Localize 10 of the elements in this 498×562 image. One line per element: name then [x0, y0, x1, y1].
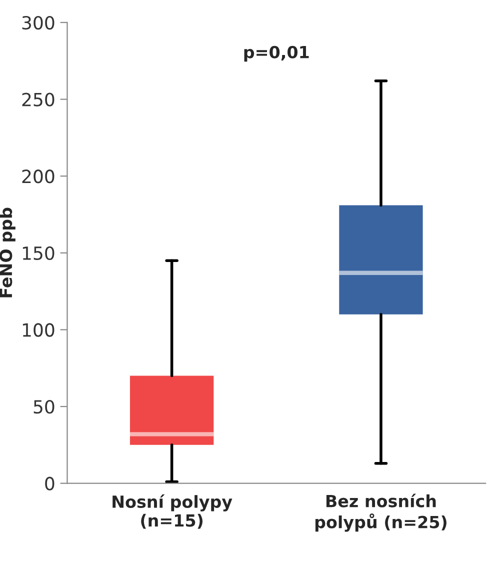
y-tick-label: 150	[22, 246, 54, 260]
y-tick-label: 300	[22, 16, 54, 30]
annotation: p=0,01	[244, 46, 309, 62]
y-tick-label: 100	[22, 323, 54, 337]
y-tick-label: 250	[22, 92, 54, 106]
y-tick-label: 200	[22, 170, 54, 184]
y-tick-label: 0	[45, 476, 54, 490]
y-tick-label: 50	[34, 400, 54, 414]
x-tick-label: Nosní polypy (n=15)	[112, 494, 232, 529]
x-tick-label: Bez nosních polypů (n=25)	[315, 494, 446, 532]
